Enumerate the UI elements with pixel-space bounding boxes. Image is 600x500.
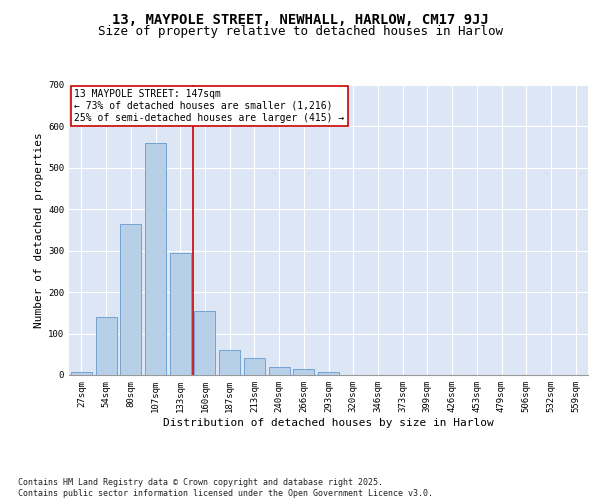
Text: 13, MAYPOLE STREET, NEWHALL, HARLOW, CM17 9JJ: 13, MAYPOLE STREET, NEWHALL, HARLOW, CM1… (112, 12, 488, 26)
Bar (244, 358, 265, 375)
Y-axis label: Number of detached properties: Number of detached properties (34, 132, 44, 328)
Bar (170, 253, 191, 375)
Text: Size of property relative to detached houses in Harlow: Size of property relative to detached ho… (97, 25, 503, 38)
Bar (269, 366, 290, 375)
Bar (318, 372, 339, 375)
Bar (120, 224, 141, 375)
Bar (293, 369, 314, 375)
Bar (95, 317, 116, 375)
Text: 13 MAYPOLE STREET: 147sqm
← 73% of detached houses are smaller (1,216)
25% of se: 13 MAYPOLE STREET: 147sqm ← 73% of detac… (74, 90, 344, 122)
X-axis label: Distribution of detached houses by size in Harlow: Distribution of detached houses by size … (163, 418, 494, 428)
Text: Contains HM Land Registry data © Crown copyright and database right 2025.
Contai: Contains HM Land Registry data © Crown c… (18, 478, 433, 498)
Bar (145, 143, 166, 375)
Bar (219, 350, 240, 375)
Bar (71, 372, 92, 375)
Bar (194, 311, 215, 375)
